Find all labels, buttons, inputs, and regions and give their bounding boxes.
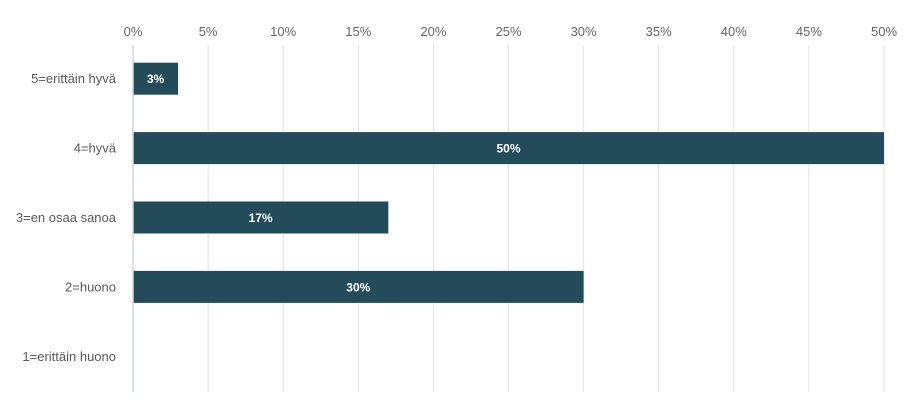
bar-value-label: 3% — [147, 72, 165, 86]
category-label: 4=hyvä — [74, 141, 117, 156]
category-label: 3=en osaa sanoa — [16, 210, 117, 225]
category-label: 2=huono — [65, 279, 116, 294]
x-tick-label: 25% — [495, 24, 521, 39]
bar-value-label: 50% — [496, 142, 520, 156]
bar — [133, 132, 884, 165]
x-tick-label: 50% — [871, 24, 897, 39]
bar — [133, 270, 584, 303]
bars: 3% 50% 17% 30% — [133, 62, 884, 303]
x-tick-label: 10% — [270, 24, 296, 39]
category-label: 1=erittäin huono — [22, 349, 116, 364]
x-tick-label: 5% — [199, 24, 218, 39]
category-label: 5=erittäin hyvä — [31, 71, 117, 86]
x-tick-label: 20% — [420, 24, 446, 39]
bar — [133, 201, 389, 234]
x-tick-label: 45% — [796, 24, 822, 39]
x-tick-label: 40% — [721, 24, 747, 39]
x-tick-label: 15% — [345, 24, 371, 39]
bar-value-label: 17% — [249, 211, 273, 225]
gridlines — [207, 45, 885, 392]
bar-value-label: 30% — [346, 280, 370, 294]
x-tick-label: 0% — [124, 24, 143, 39]
x-tick-label: 30% — [571, 24, 597, 39]
bar — [133, 62, 179, 95]
category-labels: 5=erittäin hyvä 4=hyvä 3=en osaa sanoa 2=hu… — [16, 71, 117, 364]
x-tick-label: 35% — [646, 24, 672, 39]
x-axis-ticks: 0% 5% 10% 15% 20% 25% 30% 35% 40% 45% 50% — [124, 24, 898, 39]
